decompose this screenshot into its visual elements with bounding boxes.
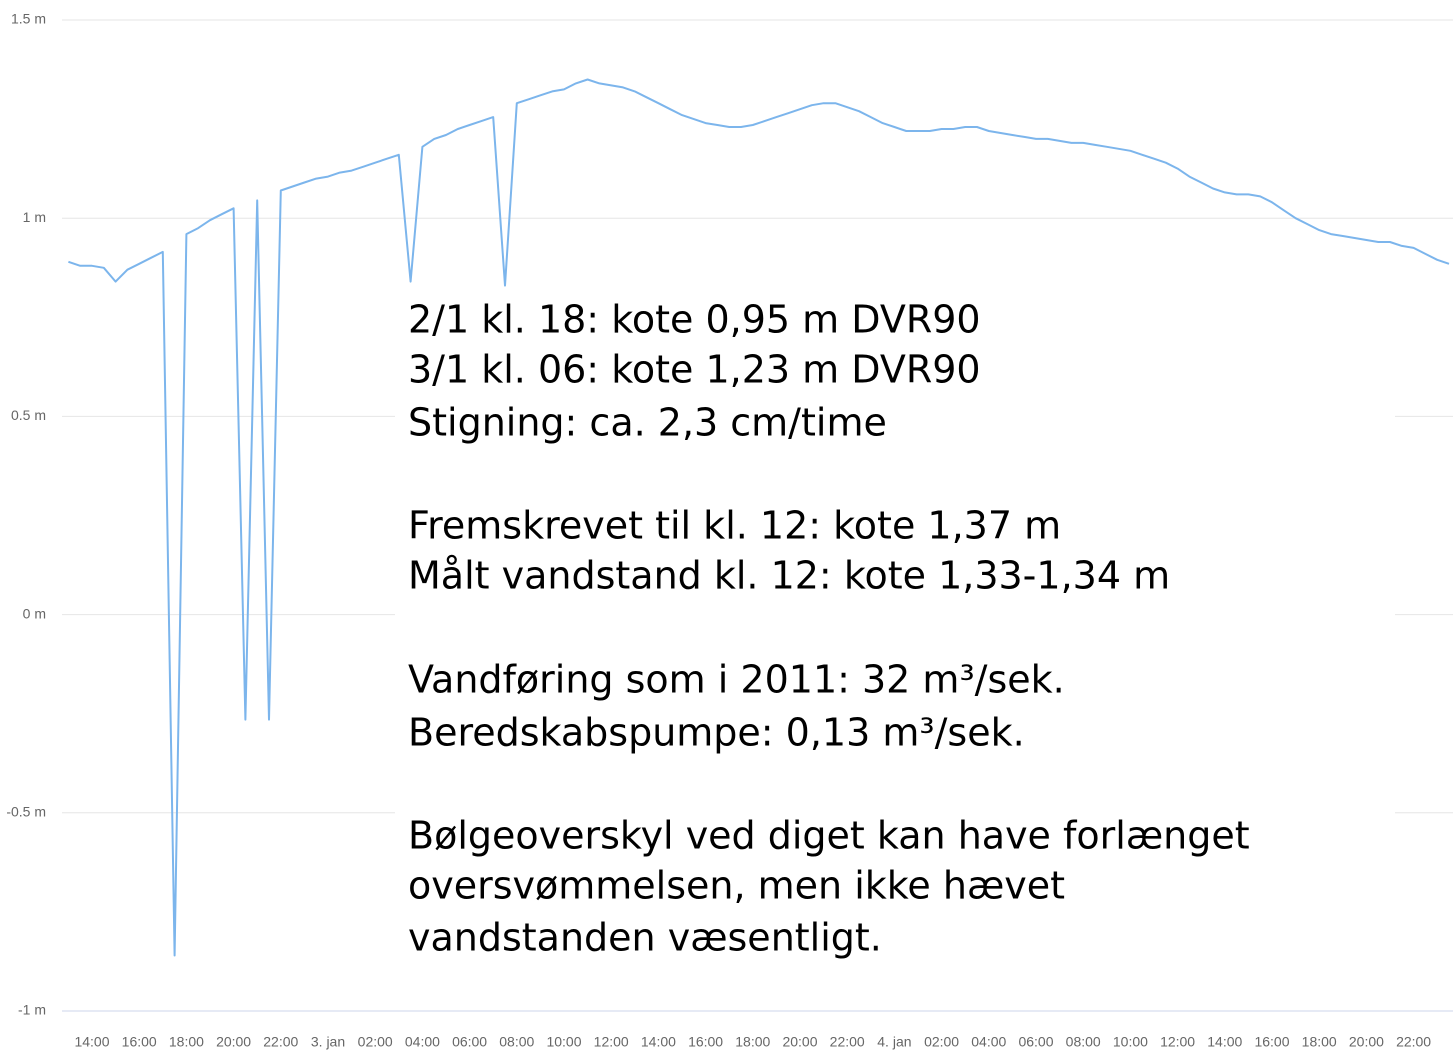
y-tick-label: 1.5 m xyxy=(11,11,46,27)
annotation-text: Bølgeoverskyl ved diget kan have forlæng… xyxy=(408,814,1250,858)
annotation-text: Målt vandstand kl. 12: kote 1,33-1,34 m xyxy=(408,554,1170,598)
annotation-text: Stigning: ca. 2,3 cm/time xyxy=(408,401,887,445)
x-tick-label: 16:00 xyxy=(122,1034,157,1050)
annotation-text: Vandføring som i 2011: 32 m³/sek. xyxy=(408,658,1065,702)
x-tick-label: 10:00 xyxy=(1113,1034,1148,1050)
x-tick-label: 16:00 xyxy=(688,1034,723,1050)
x-tick-label: 14:00 xyxy=(74,1034,109,1050)
x-tick-label: 18:00 xyxy=(1302,1034,1337,1050)
x-tick-label: 12:00 xyxy=(594,1034,629,1050)
x-tick-label: 4. jan xyxy=(877,1034,911,1050)
y-tick-label: -1 m xyxy=(18,1002,46,1018)
annotation-box xyxy=(395,288,1395,978)
x-tick-label: 04:00 xyxy=(405,1034,440,1050)
annotation-text: Fremskrevet til kl. 12: kote 1,37 m xyxy=(408,504,1061,548)
annotation-text: oversvømmelsen, men ikke hævet xyxy=(408,864,1065,908)
x-tick-label: 14:00 xyxy=(1207,1034,1242,1050)
x-tick-label: 06:00 xyxy=(452,1034,487,1050)
y-tick-label: -0.5 m xyxy=(6,804,46,820)
x-tick-label: 20:00 xyxy=(216,1034,251,1050)
x-tick-label: 18:00 xyxy=(169,1034,204,1050)
x-tick-label: 22:00 xyxy=(830,1034,865,1050)
x-tick-label: 3. jan xyxy=(311,1034,345,1050)
x-tick-label: 22:00 xyxy=(1396,1034,1431,1050)
x-tick-label: 12:00 xyxy=(1160,1034,1195,1050)
y-tick-label: 0.5 m xyxy=(11,407,46,423)
x-tick-label: 02:00 xyxy=(924,1034,959,1050)
x-tick-label: 20:00 xyxy=(782,1034,817,1050)
y-tick-label: 0 m xyxy=(23,605,46,621)
y-tick-label: 1 m xyxy=(23,209,46,225)
x-tick-label: 16:00 xyxy=(1254,1034,1289,1050)
x-tick-label: 02:00 xyxy=(358,1034,393,1050)
x-tick-label: 04:00 xyxy=(971,1034,1006,1050)
x-tick-label: 14:00 xyxy=(641,1034,676,1050)
x-tick-label: 08:00 xyxy=(1066,1034,1101,1050)
annotation-text: vandstanden væsentligt. xyxy=(408,916,882,960)
annotation-text: 3/1 kl. 06: kote 1,23 m DVR90 xyxy=(408,348,981,392)
x-tick-label: 06:00 xyxy=(1018,1034,1053,1050)
x-tick-label: 18:00 xyxy=(735,1034,770,1050)
annotation-text: 2/1 kl. 18: kote 0,95 m DVR90 xyxy=(408,298,981,342)
x-tick-label: 10:00 xyxy=(546,1034,581,1050)
annotation-text: Beredskabspumpe: 0,13 m³/sek. xyxy=(408,711,1025,755)
x-tick-label: 08:00 xyxy=(499,1034,534,1050)
x-tick-label: 20:00 xyxy=(1349,1034,1384,1050)
data-line xyxy=(68,78,1450,957)
x-tick-label: 22:00 xyxy=(263,1034,298,1050)
